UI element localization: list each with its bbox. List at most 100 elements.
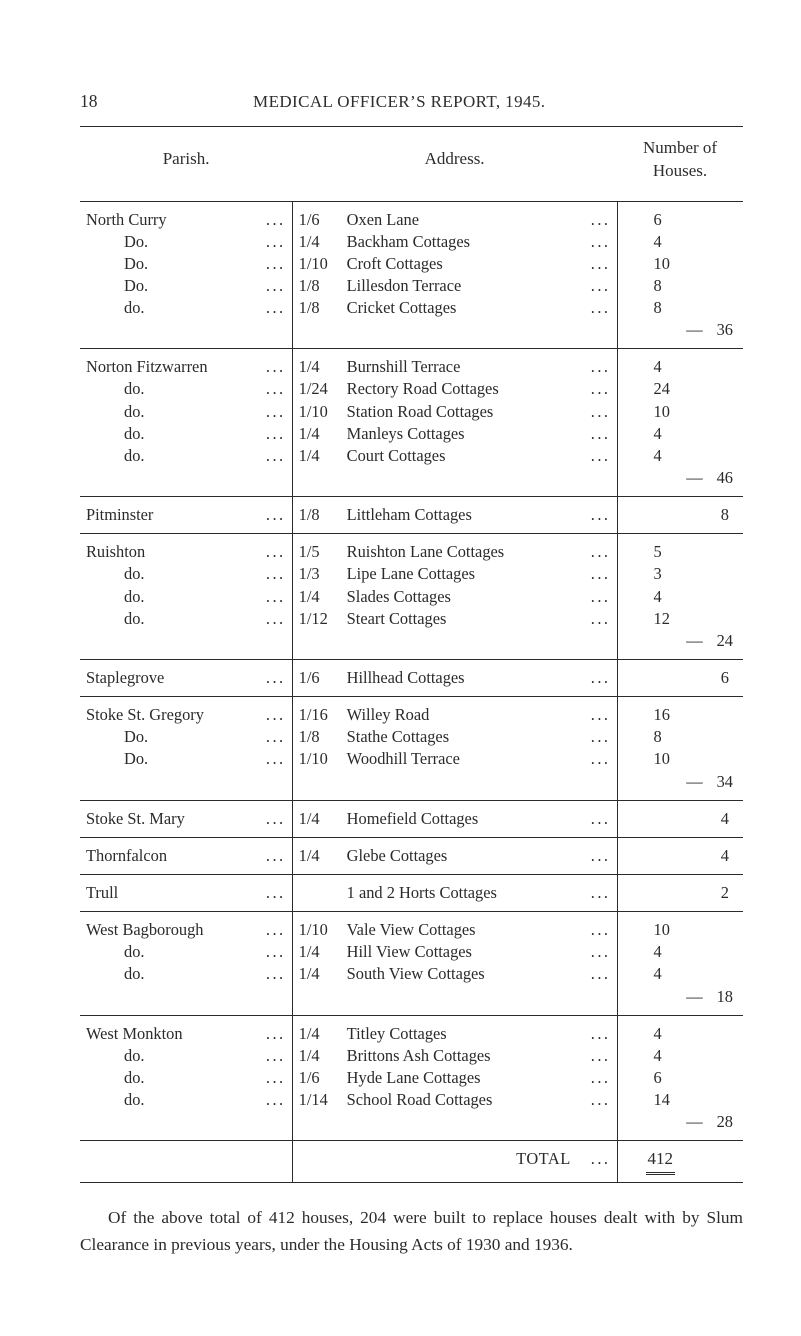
- fraction: 1/6: [299, 667, 347, 689]
- parish-line: West Bagborough...: [86, 919, 286, 941]
- leader-dots: ...: [585, 563, 611, 585]
- fraction: 1/10: [299, 253, 347, 275]
- address-cell: 1/4Burnshill Terrace...1/24Rectory Road …: [292, 349, 617, 496]
- address-cell: 1/5Ruishton Lane Cottages...1/3Lipe Lane…: [292, 534, 617, 659]
- table-row: North Curry...Do....Do....Do....do....1/…: [80, 202, 743, 349]
- leader-dots: ...: [258, 541, 286, 563]
- address-cell: 1/16Willey Road...1/8Stathe Cottages...1…: [292, 697, 617, 800]
- parish-name: do.: [86, 445, 145, 467]
- parish-line: do....: [86, 941, 286, 963]
- subtotal: —24: [624, 630, 737, 652]
- address-cell: 1/8Littleham Cottages...: [292, 497, 617, 534]
- parish-line: Norton Fitzwarren...: [86, 356, 286, 378]
- address-line: 1/4Backham Cottages...: [299, 231, 611, 253]
- leader-dots: ...: [258, 423, 286, 445]
- leader-dots: ...: [258, 1089, 286, 1111]
- parish-line: do....: [86, 445, 286, 467]
- address-line: 1/4South View Cottages...: [299, 963, 611, 985]
- address-line: 1/8Stathe Cottages...: [299, 726, 611, 748]
- leader-dots: ...: [258, 1045, 286, 1067]
- table-row: West Monkton...do....do....do....1/4Titl…: [80, 1016, 743, 1141]
- table-row: Ruishton...do....do....do....1/5Ruishton…: [80, 534, 743, 659]
- leader-dots: ...: [585, 808, 611, 830]
- leader-dots: ...: [258, 275, 286, 297]
- house-count: 8: [624, 504, 737, 526]
- address-cell: 1/4Glebe Cottages...: [292, 838, 617, 875]
- leader-dots: ...: [585, 356, 611, 378]
- parish-name: Thornfalcon: [86, 845, 167, 867]
- house-count: 14: [624, 1089, 737, 1111]
- parish-line: do....: [86, 423, 286, 445]
- leader-dots: ...: [585, 275, 611, 297]
- house-count: 10: [624, 253, 737, 275]
- house-count: 12: [624, 608, 737, 630]
- fraction: 1/4: [299, 231, 347, 253]
- house-count: 8: [624, 275, 737, 297]
- table-header-row: Parish. Address. Number of Houses.: [80, 126, 743, 201]
- subtotal: —36: [624, 319, 737, 341]
- parish-cell: Staplegrove...: [80, 660, 292, 697]
- house-count: 10: [624, 748, 737, 770]
- parish-line: West Monkton...: [86, 1023, 286, 1045]
- parish-name: Trull: [86, 882, 118, 904]
- parish-name: do.: [86, 586, 145, 608]
- parish-line: Stoke St. Mary...: [86, 808, 286, 830]
- parish-name: do.: [86, 963, 145, 985]
- parish-cell: Stoke St. Gregory...Do....Do....: [80, 697, 292, 800]
- leader-dots: ...: [585, 401, 611, 423]
- subtotal-value: 36: [717, 319, 733, 341]
- house-count: 4: [624, 231, 737, 253]
- leader-dots: ...: [585, 667, 611, 689]
- leader-dots: ...: [571, 1149, 611, 1168]
- parish-line: Do....: [86, 748, 286, 770]
- fraction: 1/6: [299, 1067, 347, 1089]
- house-count: 16: [624, 704, 737, 726]
- address-name: Ruishton Lane Cottages: [347, 541, 585, 563]
- house-count: 4: [624, 1045, 737, 1067]
- parish-name: do.: [86, 608, 145, 630]
- address-name: Lillesdon Terrace: [347, 275, 585, 297]
- parish-line: North Curry...: [86, 209, 286, 231]
- address-line: 1/24Rectory Road Cottages...: [299, 378, 611, 400]
- fraction: 1/4: [299, 1045, 347, 1067]
- address-line: 1/4Homefield Cottages...: [299, 808, 611, 830]
- subtotal: —28: [624, 1111, 737, 1133]
- house-count: 4: [624, 1023, 737, 1045]
- address-line: 1/10Station Road Cottages...: [299, 401, 611, 423]
- parish-cell: Trull...: [80, 875, 292, 912]
- fraction: 1/4: [299, 941, 347, 963]
- parish-name: do.: [86, 563, 145, 585]
- leader-dots: ...: [585, 882, 611, 904]
- house-count: 4: [624, 808, 737, 830]
- number-cell: 4241044—46: [617, 349, 743, 496]
- address-name: Cricket Cottages: [347, 297, 585, 319]
- address-line: 1/6Hillhead Cottages...: [299, 667, 611, 689]
- parish-name: Stoke St. Gregory: [86, 704, 204, 726]
- number-cell: 1044—18: [617, 912, 743, 1015]
- parish-line: Thornfalcon...: [86, 845, 286, 867]
- table-row: Pitminster...1/8Littleham Cottages...8: [80, 497, 743, 534]
- address-name: Stathe Cottages: [347, 726, 585, 748]
- house-count: 4: [624, 445, 737, 467]
- leader-dots: ...: [258, 504, 286, 526]
- address-line: 1/3Lipe Lane Cottages...: [299, 563, 611, 585]
- fraction: 1/4: [299, 845, 347, 867]
- parish-line: do....: [86, 963, 286, 985]
- fraction: 1/10: [299, 919, 347, 941]
- address-cell: 1/4Homefield Cottages...: [292, 801, 617, 838]
- parish-name: do.: [86, 401, 145, 423]
- house-count: 10: [624, 919, 737, 941]
- parish-name: Do.: [86, 275, 148, 297]
- address-name: Glebe Cottages: [347, 845, 585, 867]
- number-cell: 641088—36: [617, 202, 743, 349]
- col-parish: Parish.: [80, 126, 292, 201]
- address-line: 1/12Steart Cottages...: [299, 608, 611, 630]
- parish-name: do.: [86, 941, 145, 963]
- house-count: 24: [624, 378, 737, 400]
- parish-line: do....: [86, 1089, 286, 1111]
- address-line: 1/8Cricket Cottages...: [299, 297, 611, 319]
- fraction: 1/10: [299, 748, 347, 770]
- dash-icon: —: [686, 467, 702, 489]
- subtotal-value: 34: [717, 771, 733, 793]
- house-count: 4: [624, 941, 737, 963]
